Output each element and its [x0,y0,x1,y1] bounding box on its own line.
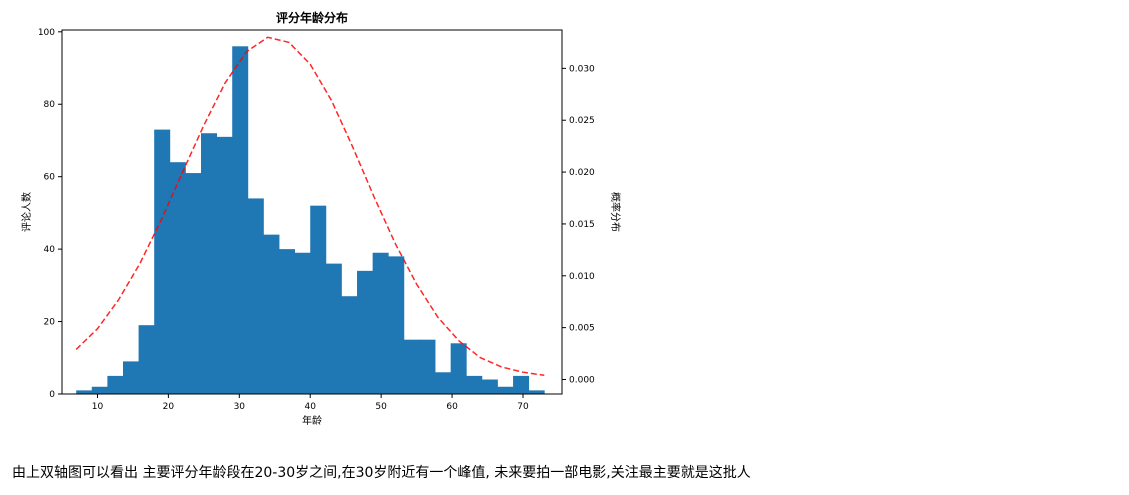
histogram-bar [169,162,186,394]
y-axis-ticks: 0 20 40 60 80 100 [38,28,62,400]
histogram-bar [91,386,108,394]
histogram-bar [435,372,452,394]
histogram-bar [310,205,327,394]
probability-curve-layer [75,36,545,377]
y-tick-label: 0 [49,390,55,400]
y-tick-label: 40 [44,245,56,255]
x-axis-ticks: 10 20 30 40 50 60 70 [92,394,529,412]
y2-tick-label: 0.000 [569,375,595,385]
x-tick-label: 60 [446,402,458,412]
y2-axis-ticks: 0.000 0.005 0.010 0.015 0.020 0.025 0.030 [562,64,595,385]
y-tick-label: 60 [44,173,56,183]
histogram-bar [372,252,389,394]
histogram-bar [341,296,358,394]
chart-title: 评分年龄分布 [276,10,348,25]
histogram-bar [419,339,436,394]
y-tick-label: 100 [38,28,55,38]
y2-tick-label: 0.015 [569,220,595,230]
histogram-bar [513,375,530,394]
x-tick-label: 70 [517,402,529,412]
x-tick-label: 30 [234,402,246,412]
histogram-bar [497,386,514,394]
y2-tick-label: 0.025 [569,116,595,126]
histogram-bar [76,390,93,394]
analysis-caption: 由上双轴图可以看出 主要评分年龄段在20-30岁之间,在30岁附近有一个峰值, … [12,465,751,481]
histogram-bar [403,339,420,394]
histogram-bar [247,198,264,394]
histogram-bars [76,46,545,394]
x-tick-label: 40 [305,402,317,412]
x-tick-label: 20 [163,402,175,412]
histogram-bar [450,343,467,394]
y-axis-label: 评论人数 [20,192,33,232]
y2-tick-label: 0.020 [569,168,595,178]
plot-frame [61,29,563,395]
x-axis-label: 年龄 [302,414,322,427]
histogram-bar [263,234,280,394]
y2-tick-label: 0.010 [569,272,595,282]
histogram-bar [481,379,498,394]
histogram-bar [185,173,202,394]
probability-curve [75,36,545,377]
histogram-bar [357,270,374,394]
y2-tick-label: 0.005 [569,324,595,334]
y2-tick-label: 0.030 [569,64,595,74]
y-tick-label: 20 [44,318,56,328]
y2-axis-label: 概率分布 [609,192,622,232]
histogram-bar [122,361,139,394]
histogram-bar [325,263,342,394]
x-tick-label: 10 [92,402,104,412]
histogram-bar [232,46,249,394]
histogram-bar [138,325,155,394]
histogram-bar [294,252,311,394]
histogram-bar [107,375,124,394]
histogram-bar [279,249,296,394]
x-tick-label: 50 [375,402,387,412]
histogram-bar [201,133,218,394]
histogram-bar [528,390,545,394]
histogram-bar [154,129,171,394]
y-tick-label: 80 [44,100,56,110]
histogram-bar [388,256,405,394]
histogram-bar [466,375,483,394]
histogram-bar [216,136,233,394]
